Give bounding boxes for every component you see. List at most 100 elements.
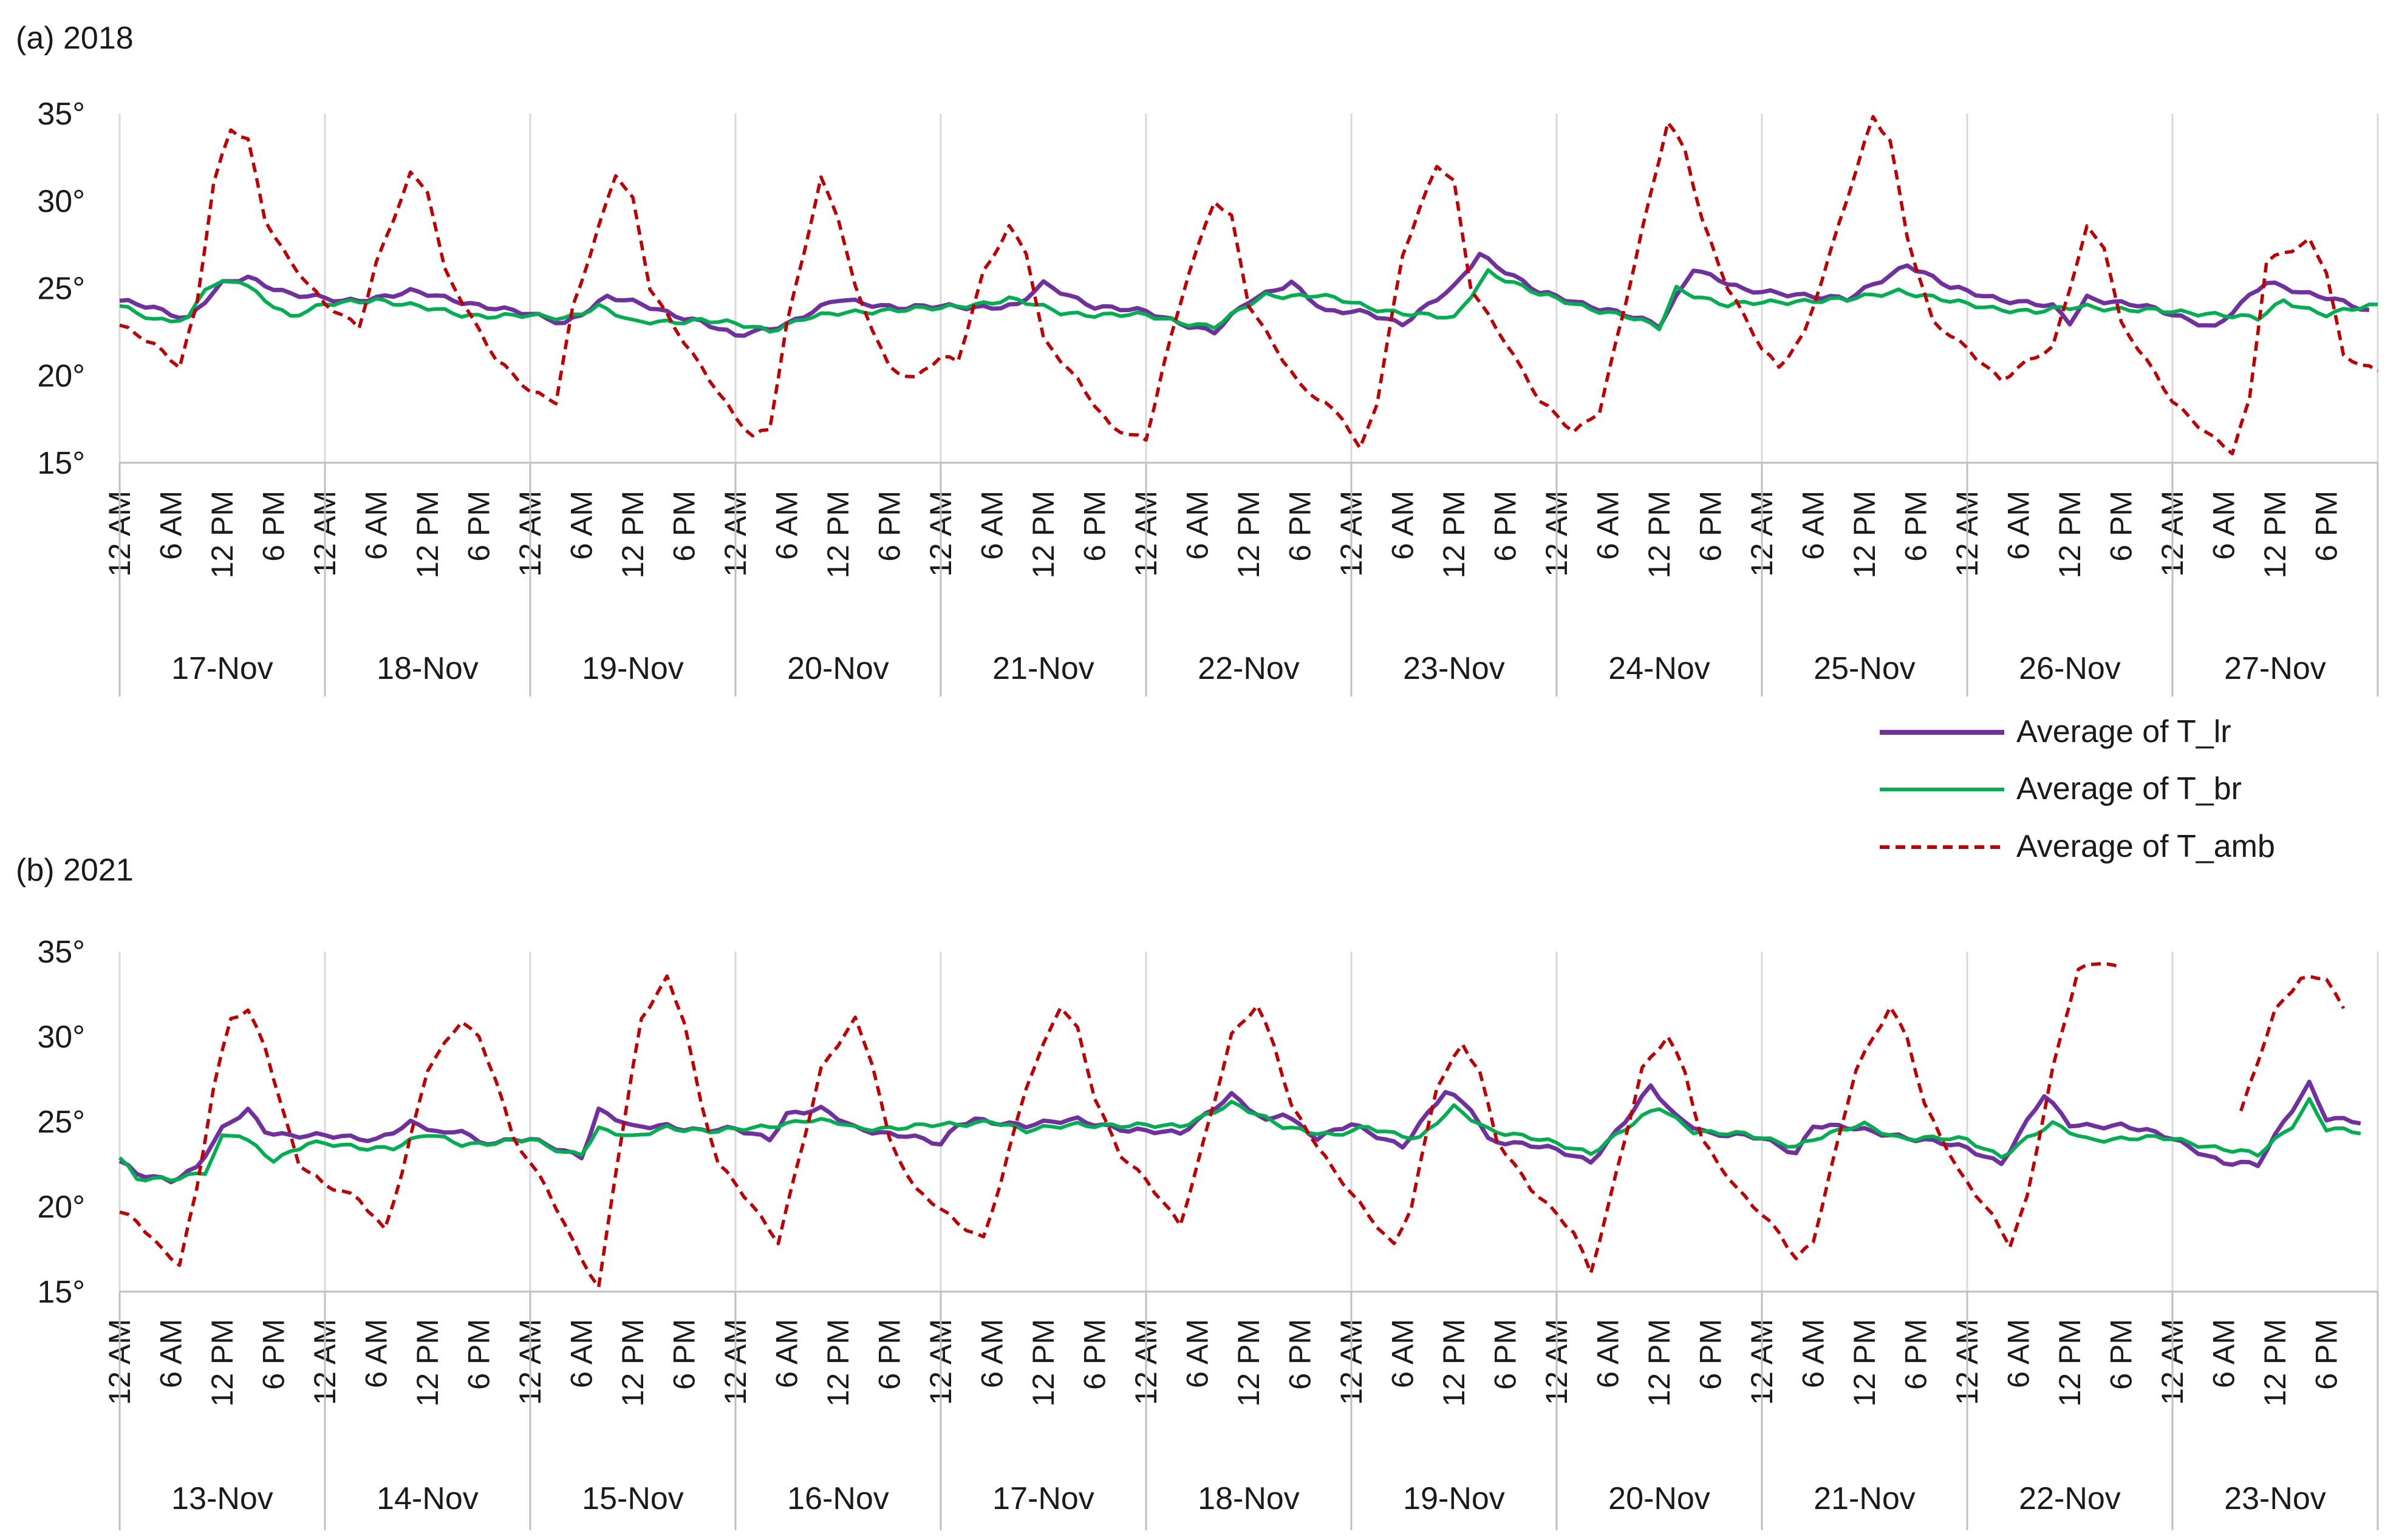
series-line-average-of-t-br <box>120 1099 2361 1181</box>
chart-panel-2018: (a) 2018 15°20°25°30°35° 12 AM 6 AM 12 PM 6… <box>16 21 2378 697</box>
day-label: 20-Nov <box>1608 1481 1710 1516</box>
grid <box>120 952 2378 1292</box>
hour-tick-label: 12 PM <box>2258 491 2292 579</box>
hour-tick-label: 12 PM <box>2053 1319 2087 1407</box>
hour-tick-label: 6 AM <box>565 491 599 560</box>
hour-tick-label: 6 AM <box>1591 1319 1625 1388</box>
hour-tick-label: 6 PM <box>1899 491 1933 562</box>
hour-tick-label: 6 AM <box>154 1319 188 1388</box>
hour-tick-label: 12 PM <box>821 1319 855 1407</box>
hour-tick-label: 6 PM <box>667 1319 701 1390</box>
hour-tick-label: 6 PM <box>667 491 701 562</box>
legend: Average of T_lr Average of T_br Average … <box>1880 714 2275 864</box>
hour-tick-label: 6 PM <box>1899 1319 1933 1390</box>
figure: (a) 2018 15°20°25°30°35° 12 AM 6 AM 12 PM 6… <box>0 0 2399 1540</box>
hour-tick-label: 12 PM <box>411 1319 445 1407</box>
hour-tick-label: 6 AM <box>1591 491 1625 560</box>
hour-tick-label: 6 AM <box>770 1319 804 1388</box>
series-group <box>120 964 2361 1287</box>
y-tick-label: 20° <box>37 1190 85 1225</box>
day-label: 16-Nov <box>787 1481 889 1516</box>
grid <box>120 114 2378 463</box>
day-label: 23-Nov <box>1403 651 1505 686</box>
y-tick-label: 15° <box>37 446 85 481</box>
hour-tick-label: 6 AM <box>154 491 188 560</box>
legend-label-t-amb: Average of T_amb <box>2016 829 2275 864</box>
day-label: 21-Nov <box>992 651 1094 686</box>
legend-label-t-lr: Average of T_lr <box>2016 714 2231 749</box>
day-label: 25-Nov <box>1814 651 1916 686</box>
hour-tick-label: 12 PM <box>1026 491 1060 579</box>
hour-tick-label: 6 PM <box>257 1319 291 1390</box>
hour-tick-label: 6 AM <box>1386 1319 1420 1388</box>
hour-tick-label: 6 AM <box>770 491 804 560</box>
hour-tick-label: 12 PM <box>616 1319 650 1407</box>
series-line-average-of-t-lr <box>120 1082 2361 1182</box>
y-tick-label: 25° <box>37 271 85 307</box>
x-axis: 12 AM 6 AM 12 PM 6 PM 12 AM 6 AM 12 PM 6 PM 12 A… <box>103 1292 2378 1530</box>
hour-tick-label: 12 PM <box>1437 1319 1471 1407</box>
hour-tick-label: 6 AM <box>1797 1319 1831 1388</box>
hour-tick-label: 6 PM <box>462 491 496 562</box>
hour-tick-label: 6 AM <box>1181 1319 1215 1388</box>
day-label: 23-Nov <box>2224 1481 2326 1516</box>
hour-tick-label: 6 PM <box>257 491 291 562</box>
y-tick-label: 20° <box>37 358 85 394</box>
hour-tick-label: 6 PM <box>873 1319 907 1390</box>
chart-title: (a) 2018 <box>16 21 134 56</box>
day-label: 26-Nov <box>2019 651 2121 686</box>
hour-tick-label: 6 AM <box>360 491 394 560</box>
hour-tick-label: 12 PM <box>2053 491 2087 579</box>
hour-tick-label: 12 PM <box>1232 491 1266 579</box>
hour-tick-label: 12 PM <box>1848 491 1882 579</box>
hour-tick-label: 6 PM <box>1283 1319 1317 1390</box>
day-label: 19-Nov <box>1403 1481 1505 1516</box>
day-label: 18-Nov <box>377 651 479 686</box>
hour-tick-label: 6 PM <box>2104 491 2138 562</box>
hour-tick-label: 6 PM <box>1489 1319 1523 1390</box>
day-label: 15-Nov <box>582 1481 684 1516</box>
hour-tick-label: 12 PM <box>1642 1319 1676 1407</box>
day-label: 22-Nov <box>1198 651 1300 686</box>
hour-tick-label: 12 PM <box>411 491 445 579</box>
hour-tick-label: 12 PM <box>616 491 650 579</box>
day-label: 17-Nov <box>171 651 273 686</box>
hour-tick-label: 12 PM <box>1437 491 1471 579</box>
day-label: 22-Nov <box>2019 1481 2121 1516</box>
y-tick-label: 30° <box>37 184 85 219</box>
hour-tick-label: 6 PM <box>2310 1319 2344 1390</box>
y-tick-label: 35° <box>37 97 85 132</box>
x-axis: 12 AM 6 AM 12 PM 6 PM 12 AM 6 AM 12 PM 6 PM 12 A… <box>103 463 2378 697</box>
day-label: 24-Nov <box>1608 651 1710 686</box>
day-label: 17-Nov <box>992 1481 1094 1516</box>
chart-panel-2021: (b) 2021 15°20°25°30°35° 12 AM 6 AM 12 PM 6… <box>16 853 2378 1530</box>
hour-tick-label: 6 AM <box>975 1319 1009 1388</box>
hour-tick-label: 6 AM <box>565 1319 599 1388</box>
hour-tick-label: 6 AM <box>1386 491 1420 560</box>
hour-tick-label: 12 PM <box>821 491 855 579</box>
hour-tick-label: 6 AM <box>2207 1319 2241 1388</box>
hour-tick-label: 12 PM <box>1642 491 1676 579</box>
y-tick-label: 30° <box>37 1020 85 1055</box>
day-label: 27-Nov <box>2224 651 2326 686</box>
y-tick-label: 15° <box>37 1275 85 1310</box>
y-tick-label: 35° <box>37 935 85 970</box>
day-label: 21-Nov <box>1814 1481 1916 1516</box>
hour-tick-label: 6 AM <box>360 1319 394 1388</box>
hour-tick-label: 12 PM <box>205 1319 239 1407</box>
hour-tick-label: 12 PM <box>1026 1319 1060 1407</box>
legend-label-t-br: Average of T_br <box>2016 771 2242 806</box>
day-label: 19-Nov <box>582 651 684 686</box>
series-group <box>120 117 2378 454</box>
day-label: 20-Nov <box>787 651 889 686</box>
chart-title: (b) 2021 <box>16 853 134 888</box>
series-line-average-of-t-amb <box>120 117 2378 454</box>
hour-tick-label: 6 AM <box>2002 1319 2036 1388</box>
hour-tick-label: 6 AM <box>1181 491 1215 560</box>
hour-tick-label: 12 PM <box>1232 1319 1266 1407</box>
hour-tick-label: 6 AM <box>2207 491 2241 560</box>
hour-tick-label: 6 PM <box>1078 1319 1112 1390</box>
hour-tick-label: 12 PM <box>2258 1319 2292 1407</box>
y-axis: 15° 20° 25° 30° 35° <box>37 935 85 1310</box>
y-tick-label: 25° <box>37 1105 85 1140</box>
